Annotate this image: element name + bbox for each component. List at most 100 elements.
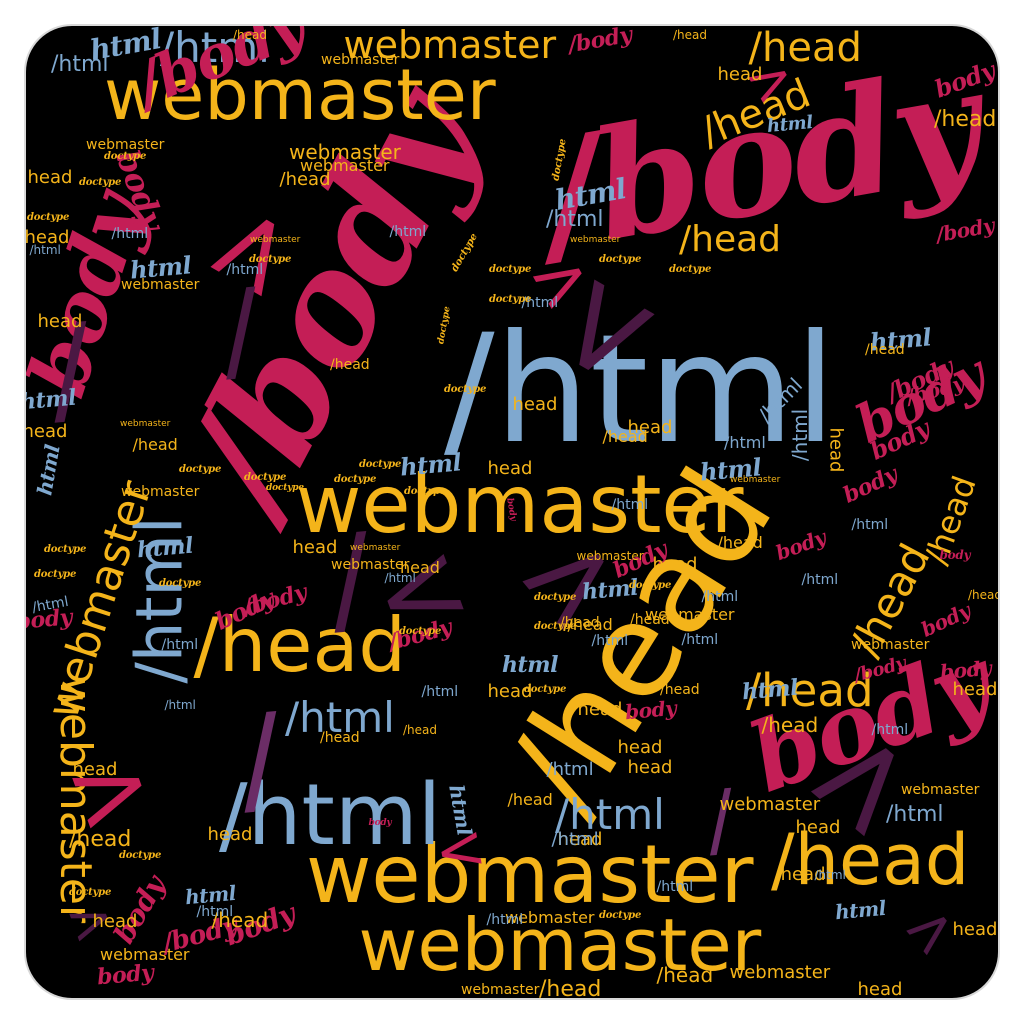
word-cloud-word: /html — [111, 226, 149, 242]
word-cloud-word: doctype — [249, 254, 292, 265]
word-cloud-word: head — [292, 537, 338, 558]
word-cloud-word: /head — [630, 612, 670, 628]
word-cloud-word: body — [839, 461, 902, 509]
word-cloud-word: /html — [51, 52, 109, 77]
word-cloud-word: webmaster — [505, 908, 595, 927]
word-cloud-word: /head — [717, 533, 763, 552]
word-cloud-word: head — [824, 427, 846, 473]
word-cloud-word: /html — [555, 790, 665, 839]
word-cloud-word: /html — [546, 759, 594, 780]
word-cloud-word: doctype — [69, 887, 112, 898]
word-cloud-word: head — [627, 417, 673, 438]
word-cloud-word: /html — [444, 303, 837, 477]
word-cloud-word: /html — [656, 879, 694, 895]
word-cloud-word: head — [92, 911, 138, 932]
word-cloud-word: /head — [602, 427, 648, 446]
word-cloud-word: doctype — [599, 910, 642, 921]
word-cloud-word: /head — [748, 26, 862, 71]
word-cloud-word: head — [26, 227, 70, 248]
word-cloud-word: html — [26, 384, 78, 416]
word-cloud-word: webmaster — [331, 557, 410, 573]
word-cloud-word: webmaster — [100, 945, 190, 964]
word-cloud-word: head — [512, 394, 558, 415]
word-cloud-word: head — [795, 817, 841, 838]
word-cloud-word: head — [72, 759, 118, 780]
word-cloud-word: head — [952, 919, 998, 940]
word-cloud-word: body — [368, 817, 392, 828]
word-cloud-word: doctype — [119, 850, 162, 861]
word-cloud-word: webmaster — [645, 605, 735, 624]
word-cloud-word: webmaster — [300, 156, 390, 175]
word-cloud-word: /html — [164, 698, 196, 712]
word-cloud-word: webmaster — [121, 484, 200, 500]
word-cloud-word: doctype — [669, 264, 712, 275]
word-cloud-word: webmaster — [358, 903, 762, 987]
word-cloud-word: head — [717, 64, 763, 85]
word-cloud-word: /head — [660, 682, 700, 698]
word-cloud-word: head — [26, 421, 68, 442]
word-cloud-word: /html — [788, 408, 813, 462]
word-cloud-word: webmaster — [104, 54, 496, 136]
word-cloud-word: /html — [701, 589, 739, 605]
word-cloud-word: /head — [539, 977, 602, 999]
word-cloud-word: /head — [865, 342, 905, 358]
word-cloud-word: webmaster — [86, 137, 165, 153]
word-cloud-word: doctype — [399, 626, 442, 637]
word-cloud-word: /head — [673, 28, 708, 42]
word-cloud-word: head — [577, 699, 623, 720]
word-cloud-word: /head — [330, 357, 370, 373]
word-cloud-word: webmaster — [289, 140, 401, 164]
word-cloud-word: /html — [219, 765, 442, 865]
word-cloud-word: /body — [934, 213, 996, 247]
word-cloud-word: /html — [285, 693, 395, 742]
word-cloud-word: /head — [69, 827, 132, 852]
word-cloud-word: doctype — [359, 459, 402, 470]
word-cloud-word: /html — [591, 633, 629, 649]
word-cloud-word: html — [502, 652, 559, 678]
word-cloud-word: /html — [724, 433, 766, 452]
word-cloud-word: webmaster — [120, 418, 171, 429]
word-cloud-word: head — [37, 311, 83, 332]
word-cloud-word: webmaster — [851, 637, 930, 653]
word-cloud-word: /head — [771, 819, 970, 901]
word-cloud-word: webmaster — [250, 234, 301, 245]
word-cloud-word: doctype — [524, 684, 567, 695]
word-cloud-word: head — [652, 554, 698, 575]
word-cloud-word: webmaster — [570, 234, 621, 245]
word-cloud-word: doctype — [266, 482, 304, 493]
word-cloud-word: /head — [761, 713, 819, 737]
word-cloud-word: /head — [656, 963, 714, 987]
word-cloud-word: head — [557, 829, 603, 850]
word-cloud-word: /html — [681, 632, 719, 648]
word-cloud-word: doctype — [534, 621, 577, 632]
word-cloud-word: head — [857, 979, 903, 999]
word-cloud-word: body — [623, 695, 677, 725]
word-cloud-word: doctype — [444, 384, 487, 395]
word-cloud-word: /html — [851, 517, 889, 533]
word-cloud-word: /head — [774, 864, 826, 885]
word-cloud-word: webmaster — [306, 828, 754, 921]
word-cloud-word: head — [487, 681, 533, 702]
word-cloud: /body/body/html/head webmaster webmaster we… — [26, 26, 998, 998]
word-cloud-word: /html — [801, 572, 839, 588]
word-cloud-word: /html — [161, 637, 199, 653]
word-cloud-word: /html — [196, 904, 234, 920]
word-cloud-word: doctype — [404, 486, 447, 497]
word-cloud-word: head — [617, 737, 663, 758]
word-cloud-word: /head — [567, 615, 613, 634]
word-cloud-word: webmaster — [901, 782, 980, 798]
word-cloud-word: /head — [403, 723, 438, 737]
word-cloud-word: doctype — [599, 254, 642, 265]
word-cloud-word: /head — [233, 28, 268, 42]
word-cloud-word: /head — [132, 435, 178, 454]
word-cloud-word: /html — [486, 912, 524, 928]
word-cloud-word: /html — [384, 571, 416, 585]
word-cloud-word: html — [833, 895, 887, 925]
word-cloud-word: doctype — [334, 474, 377, 485]
word-cloud-word: doctype — [534, 592, 577, 603]
word-cloud-word: html — [31, 442, 65, 498]
word-cloud-word: webmaster — [343, 26, 557, 67]
word-cloud-word: webmaster — [121, 277, 200, 293]
word-cloud-word: doctype — [104, 151, 147, 162]
word-cloud-word: html — [398, 447, 462, 482]
